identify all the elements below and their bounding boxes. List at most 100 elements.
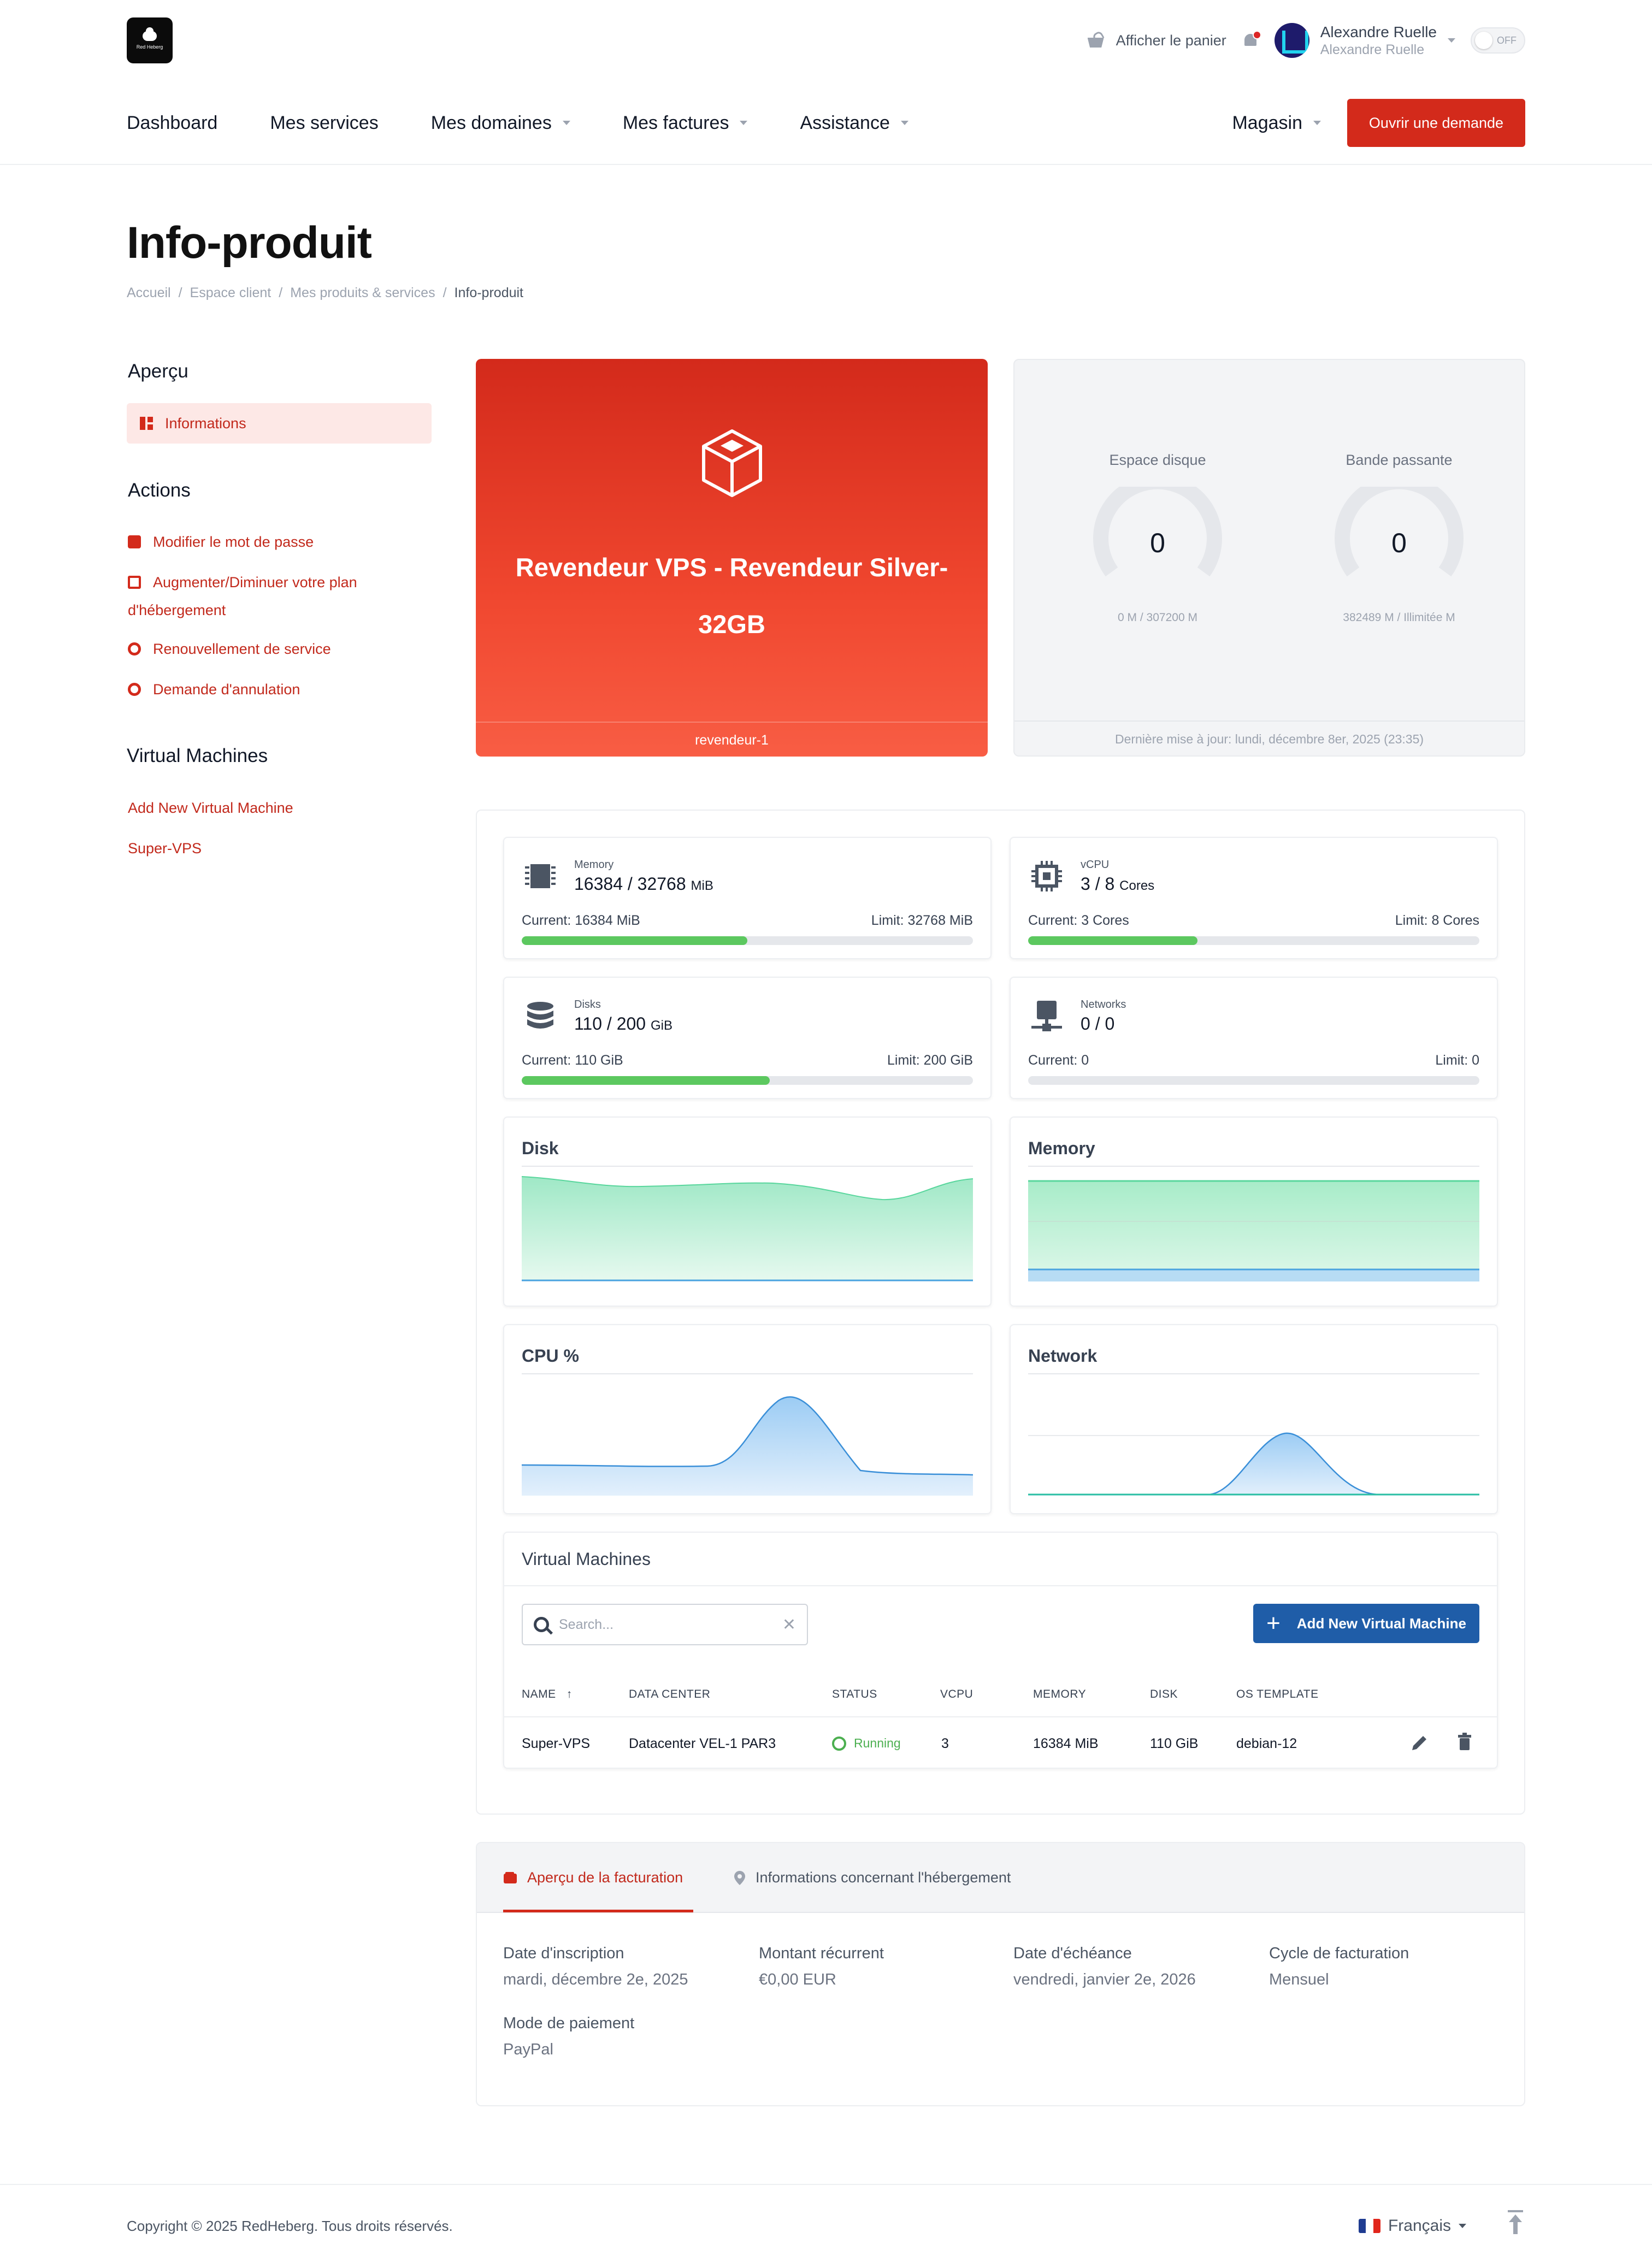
memory-unit: MiB [691,878,713,893]
tab-hosting-info[interactable]: Informations concernant l'hébergement [734,1869,1011,1886]
disks-value: 110 / 200 GiB [574,1014,672,1034]
dark-mode-toggle[interactable]: OFF [1471,27,1525,54]
breadcrumb-products[interactable]: Mes produits & services [290,285,435,300]
ban-icon [128,683,141,696]
nav-services[interactable]: Mes services [270,113,378,134]
disks-label: Disks [574,999,601,1011]
edit-icon[interactable] [1410,1733,1430,1752]
disk-gauge-value: 0 [1150,528,1165,558]
brand-logo[interactable]: Red Heberg [127,17,173,63]
cpu-chart-card: CPU % [503,1324,992,1514]
plus-icon: + [1266,1610,1281,1637]
usage-card: Espace disque 0 0 M / 307200 M Bande pas… [1013,359,1525,757]
tab-billing-overview[interactable]: Aperçu de la facturation [503,1869,683,1886]
language-selector[interactable]: Français [1358,2217,1466,2235]
sidebar-item-label-cont[interactable]: d'hébergement [128,602,226,618]
nav-domains[interactable]: Mes domaines [431,113,570,134]
user-menu[interactable]: Alexandre Ruelle Alexandre Ruelle [1274,22,1455,58]
basket-icon [1087,32,1106,49]
search-input[interactable]: Search... ✕ [522,1604,808,1645]
chevron-down-icon [740,121,748,125]
sidebar-item-label: Augmenter/Diminuer votre plan [153,574,357,590]
field-label: Mode de paiement [503,2015,635,2032]
header-actions: Afficher le panier Alexandre Ruelle Alex… [1087,20,1525,61]
nav-label: Magasin [1232,112,1302,133]
col-disk[interactable]: DISK [1150,1688,1178,1700]
open-ticket-button[interactable]: Ouvrir une demande [1347,99,1525,147]
disks-current: Current: 110 GiB [522,1053,623,1068]
add-vm-button[interactable]: + Add New Virtual Machine [1253,1604,1479,1643]
chevron-down-icon [1448,38,1455,43]
map-pin-icon [734,1870,745,1885]
field-label: Montant récurrent [759,1945,884,1962]
cpu-chart [522,1396,973,1496]
memory-progress-fill [522,936,747,945]
clear-icon[interactable]: ✕ [782,1615,796,1634]
cart-label: Afficher le panier [1116,32,1226,49]
sidebar-item-upgrade[interactable]: Augmenter/Diminuer votre plan [128,569,357,595]
status-badge: Running [832,1736,901,1751]
chevron-down-icon [900,121,908,125]
networks-label: Networks [1081,999,1126,1011]
bandwidth-gauge-value: 0 [1391,528,1407,558]
vcpu-progress [1028,936,1479,945]
chevron-down-icon [1313,121,1321,125]
vm-name[interactable]: Super-VPS [522,1736,591,1751]
vcpu-current: Current: 3 Cores [1028,913,1129,928]
chevron-down-icon [562,121,570,125]
vcpu-value: 3 / 8 Cores [1081,874,1154,894]
sidebar-item-change-password[interactable]: Modifier le mot de passe [128,529,314,555]
sidebar-item-renew[interactable]: Renouvellement de service [128,636,331,662]
col-memory[interactable]: MEMORY [1033,1688,1087,1700]
sidebar-item-informations[interactable]: Informations [127,403,432,444]
field-label: Cycle de facturation [1269,1945,1409,1962]
sidebar-item-add-vm[interactable]: Add New Virtual Machine [128,800,293,816]
vm-datacenter: Datacenter VEL-1 PAR3 [629,1736,776,1751]
disks-progress [522,1076,973,1085]
chevron-down-icon [1459,2224,1466,2228]
bandwidth-label: Bande passante [1346,452,1453,468]
billing-tabs: Aperçu de la facturation Informations co… [477,1843,1524,1913]
breadcrumb-current: Info-produit [454,285,523,300]
sidebar-item-cancel[interactable]: Demande d'annulation [128,676,300,702]
nav-invoices[interactable]: Mes factures [623,113,748,134]
col-os-template[interactable]: OS TEMPLATE [1236,1688,1319,1700]
disks-limit: Limit: 200 GiB [887,1053,973,1068]
disk-chart-card: Disk [503,1117,992,1307]
cloud-icon [143,27,157,41]
sidebar-item-super-vps[interactable]: Super-VPS [128,840,202,857]
disk-usage-detail: 0 M / 307200 M [1118,611,1197,624]
memory-label: Memory [574,859,614,871]
external-link-icon [128,576,141,589]
nav-support[interactable]: Assistance [800,113,908,134]
bandwidth-detail: 382489 M / Illimitée M [1343,611,1455,624]
nav-dashboard[interactable]: Dashboard [127,113,217,134]
user-name: Alexandre Ruelle [1320,23,1437,40]
breadcrumb-home[interactable]: Accueil [127,285,171,300]
col-datacenter[interactable]: DATA CENTER [629,1688,711,1700]
col-name[interactable]: NAME ↑ [522,1688,573,1701]
language-label: Français [1388,2217,1451,2235]
last-updated: Dernière mise à jour: lundi, décembre 8e… [1014,720,1524,755]
memory-chart-card: Memory [1010,1117,1498,1307]
col-status[interactable]: STATUS [832,1688,877,1700]
nav-store[interactable]: Magasin [1232,113,1321,134]
disk-usage-label: Espace disque [1109,452,1206,468]
networks-limit: Limit: 0 [1435,1053,1479,1068]
cart-link[interactable]: Afficher le panier [1087,32,1226,49]
nav-label: Assistance [800,112,890,133]
delete-icon[interactable] [1455,1732,1474,1751]
back-to-top-icon[interactable] [1506,2209,1525,2236]
network-chart-title: Network [1028,1346,1098,1366]
france-flag-icon [1358,2219,1380,2233]
col-vcpu[interactable]: VCPU [940,1688,974,1700]
memory-icon [525,864,556,888]
notification-bell-icon[interactable] [1242,31,1261,50]
breadcrumb-client-area[interactable]: Espace client [190,285,272,300]
billing-recurring-amount: Montant récurrent €0,00 EUR [759,1940,884,1993]
disks-value-text: 110 / 200 [574,1014,646,1033]
product-name-line1: Revendeur VPS - Revendeur Silver- [515,553,948,582]
billing-payment-method: Mode de paiement PayPal [503,2010,634,2063]
field-value: Mensuel [1269,1971,1329,1988]
vm-memory: 16384 MiB [1033,1736,1099,1751]
